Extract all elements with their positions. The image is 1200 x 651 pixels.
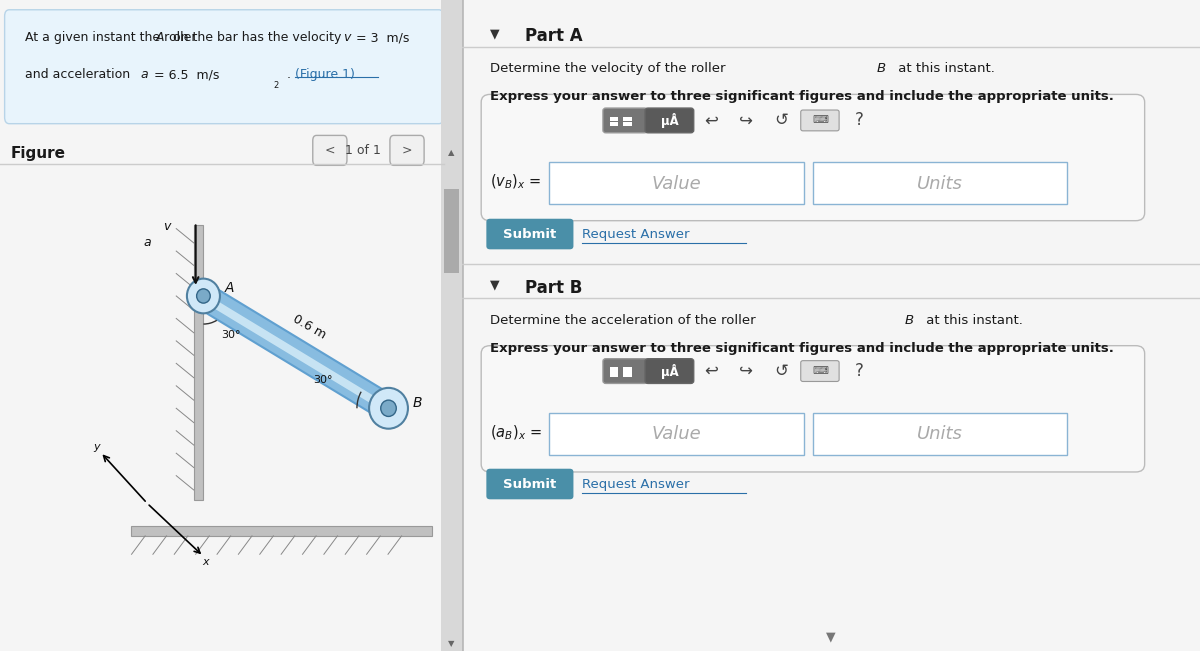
Text: ▼: ▼ <box>448 639 455 648</box>
FancyBboxPatch shape <box>646 359 694 383</box>
Text: B: B <box>877 62 886 75</box>
Text: ⌨: ⌨ <box>812 115 828 126</box>
FancyBboxPatch shape <box>5 10 444 124</box>
FancyBboxPatch shape <box>646 108 694 133</box>
Text: ↩: ↩ <box>704 362 719 380</box>
Text: B: B <box>413 396 422 410</box>
Text: on the bar has the velocity: on the bar has the velocity <box>169 31 346 44</box>
Text: ▼: ▼ <box>826 630 836 643</box>
Bar <box>444 189 460 273</box>
Text: at this instant.: at this instant. <box>922 314 1022 327</box>
Text: y: y <box>94 442 100 452</box>
Text: Part A: Part A <box>524 27 582 46</box>
Text: 30°: 30° <box>313 375 332 385</box>
Text: Units: Units <box>917 425 964 443</box>
Text: v: v <box>163 220 170 233</box>
Text: (Figure 1): (Figure 1) <box>295 68 355 81</box>
Text: ?: ? <box>854 362 864 380</box>
Text: μÅ: μÅ <box>660 113 678 128</box>
Text: Express your answer to three significant figures and include the appropriate uni: Express your answer to three significant… <box>490 342 1114 355</box>
Text: = 6.5  m/s: = 6.5 m/s <box>150 68 220 81</box>
Bar <box>610 122 618 126</box>
Polygon shape <box>197 284 395 420</box>
Bar <box>131 526 432 536</box>
Text: .: . <box>283 68 295 81</box>
Text: Figure: Figure <box>10 146 65 161</box>
Text: Submit: Submit <box>503 478 557 491</box>
Text: ▼: ▼ <box>490 27 499 40</box>
Text: ↪: ↪ <box>739 111 754 130</box>
FancyBboxPatch shape <box>800 361 839 381</box>
Text: ▲: ▲ <box>448 148 455 158</box>
Text: 2: 2 <box>274 81 278 90</box>
Text: ?: ? <box>854 111 864 130</box>
Text: At a given instant the roller: At a given instant the roller <box>25 31 200 44</box>
Bar <box>812 162 1067 204</box>
Bar <box>610 367 618 372</box>
Circle shape <box>370 388 408 429</box>
Circle shape <box>197 289 210 303</box>
Text: Part B: Part B <box>524 279 582 297</box>
Text: Request Answer: Request Answer <box>582 228 690 241</box>
Text: ↺: ↺ <box>774 362 787 380</box>
Text: $(a_B)_x$ =: $(a_B)_x$ = <box>490 424 542 442</box>
Text: $(v_B)_x$ =: $(v_B)_x$ = <box>490 173 541 191</box>
Circle shape <box>187 279 220 313</box>
Bar <box>550 162 804 204</box>
Text: 1 of 1: 1 of 1 <box>346 144 382 157</box>
Text: ▼: ▼ <box>490 279 499 292</box>
Text: 0.6 m: 0.6 m <box>290 312 329 342</box>
Text: Determine the velocity of the roller: Determine the velocity of the roller <box>490 62 730 75</box>
Text: and acceleration: and acceleration <box>25 68 134 81</box>
Circle shape <box>380 400 396 417</box>
Text: a: a <box>140 68 148 81</box>
Text: Units: Units <box>917 174 964 193</box>
Text: Value: Value <box>652 174 701 193</box>
Bar <box>623 367 631 372</box>
Text: Submit: Submit <box>503 228 557 241</box>
FancyBboxPatch shape <box>602 108 647 133</box>
Text: B: B <box>905 314 914 327</box>
Bar <box>812 413 1067 455</box>
Bar <box>442 0 462 651</box>
FancyBboxPatch shape <box>481 346 1145 472</box>
FancyBboxPatch shape <box>481 94 1145 221</box>
Bar <box>623 372 631 377</box>
FancyBboxPatch shape <box>486 219 574 249</box>
Text: Value: Value <box>652 425 701 443</box>
Text: ↪: ↪ <box>739 362 754 380</box>
Text: <: < <box>325 144 335 157</box>
Bar <box>623 122 631 126</box>
FancyBboxPatch shape <box>313 135 347 165</box>
Text: at this instant.: at this instant. <box>894 62 995 75</box>
Bar <box>550 413 804 455</box>
Bar <box>623 117 631 121</box>
Text: A: A <box>224 281 234 295</box>
Text: a: a <box>143 236 151 249</box>
Text: = 3  m/s: = 3 m/s <box>352 31 409 44</box>
Text: ↺: ↺ <box>774 111 787 130</box>
Text: ↩: ↩ <box>704 111 719 130</box>
Text: 30°: 30° <box>221 330 240 340</box>
Bar <box>610 117 618 121</box>
Bar <box>610 372 618 377</box>
FancyBboxPatch shape <box>800 110 839 131</box>
FancyBboxPatch shape <box>390 135 424 165</box>
FancyBboxPatch shape <box>602 359 647 383</box>
Text: >: > <box>402 144 413 157</box>
Text: ⌨: ⌨ <box>812 366 828 376</box>
Text: Determine the acceleration of the roller: Determine the acceleration of the roller <box>490 314 760 327</box>
Text: v: v <box>343 31 350 44</box>
Polygon shape <box>202 294 390 413</box>
Text: A: A <box>156 31 164 44</box>
Text: Express your answer to three significant figures and include the appropriate uni: Express your answer to three significant… <box>490 90 1114 103</box>
Text: x: x <box>202 557 209 568</box>
Bar <box>193 225 204 500</box>
Text: μÅ: μÅ <box>660 363 678 379</box>
Text: Request Answer: Request Answer <box>582 478 690 491</box>
FancyBboxPatch shape <box>486 469 574 499</box>
